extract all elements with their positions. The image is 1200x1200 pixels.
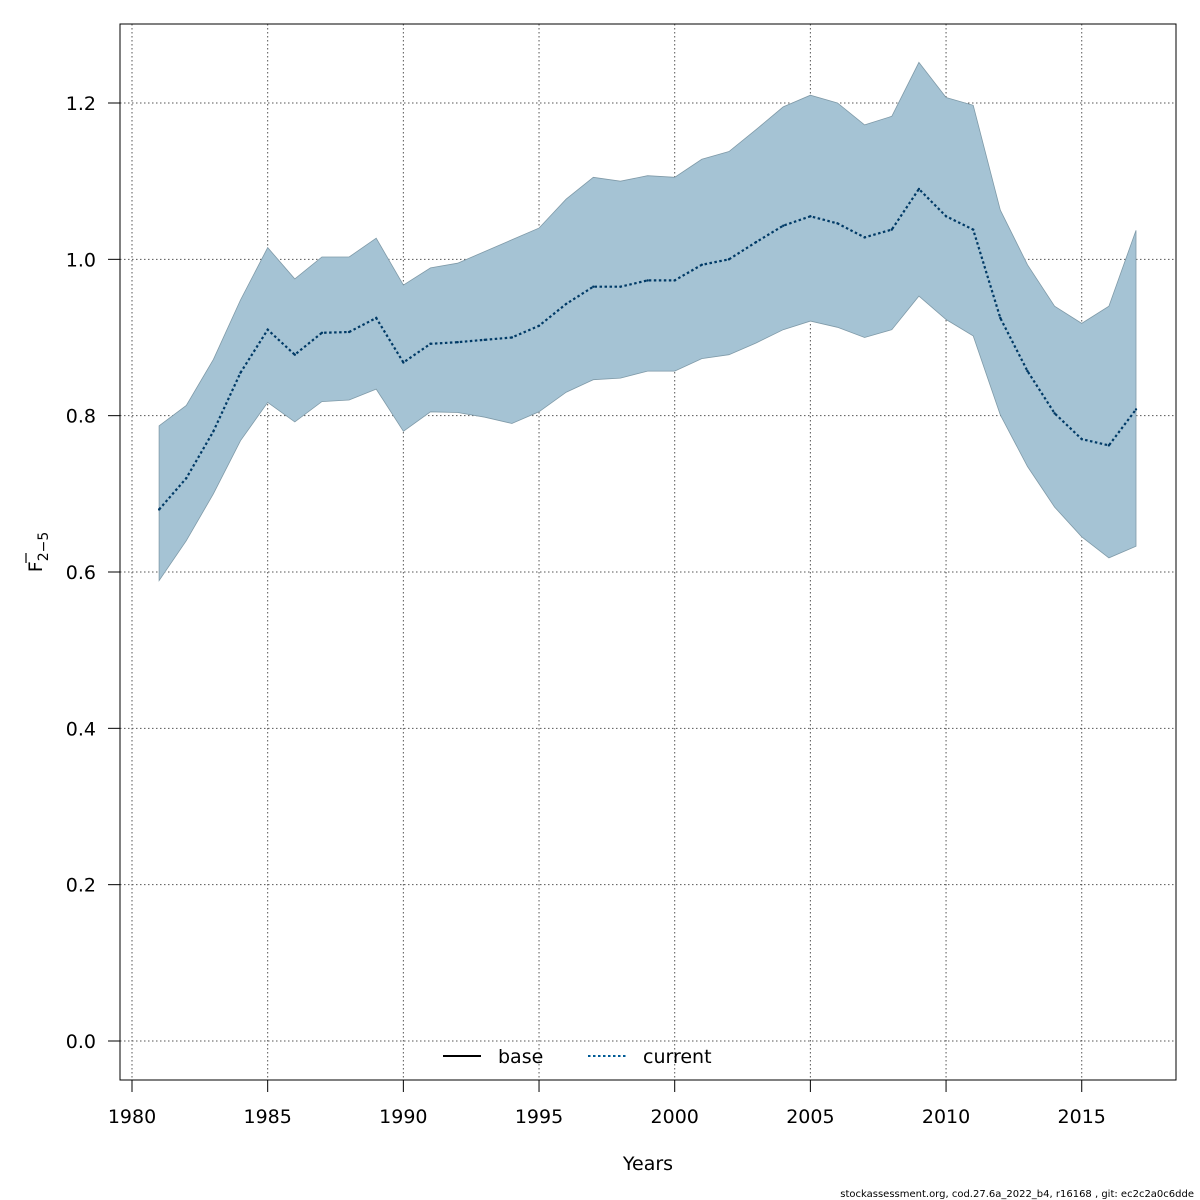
current-point-1983 (212, 430, 215, 433)
y-tick-label: 0.6 (66, 562, 96, 584)
x-axis-title: Years (622, 1153, 673, 1175)
current-point-1989 (375, 316, 378, 320)
legend-current-label: current (643, 1046, 712, 1068)
current-point-2004 (782, 224, 785, 227)
current-point-2003 (754, 240, 758, 244)
current-point-2006 (836, 222, 839, 225)
current-point-2000 (673, 279, 676, 282)
current-point-2009 (917, 187, 921, 191)
current-point-1990 (402, 361, 405, 364)
x-tick-label: 1985 (243, 1106, 291, 1128)
current-point-2007 (863, 236, 866, 239)
current-point-1992 (456, 340, 459, 344)
current-point-1982 (185, 477, 188, 480)
current-point-2011 (971, 228, 975, 231)
y-tick-label: 1.2 (66, 93, 96, 115)
svg-text:F2−5: F2−5 (25, 532, 52, 572)
current-point-1997 (592, 285, 595, 288)
current-point-2017 (1134, 408, 1138, 411)
y-axis-title-subscript: 2−5 (36, 532, 52, 562)
current-point-2002 (727, 258, 731, 261)
x-tick-label: 1995 (515, 1106, 563, 1128)
legend: base current (443, 1046, 712, 1068)
current-point-2015 (1080, 437, 1083, 441)
current-point-1984 (239, 371, 242, 374)
x-tick-label: 1980 (108, 1106, 156, 1128)
current-point-2016 (1107, 444, 1111, 447)
current-point-1987 (320, 331, 324, 335)
x-tick-label: 2010 (922, 1106, 970, 1128)
current-point-1993 (483, 338, 486, 342)
footer-credit: stockassessment.org, cod.27.6a_2022_b4, … (840, 1189, 1194, 1200)
current-point-2014 (1053, 412, 1056, 415)
current-point-2010 (944, 215, 948, 218)
confidence-band (158, 61, 1137, 582)
current-point-2013 (1026, 369, 1029, 373)
y-tick-label: 0.2 (66, 875, 96, 897)
current-series-points (157, 187, 1138, 511)
current-point-1994 (510, 336, 514, 339)
y-tick-label: 0.8 (66, 406, 96, 428)
current-point-2012 (999, 316, 1002, 320)
y-axis-title-symbol: F (25, 561, 47, 572)
current-point-2001 (700, 263, 704, 267)
current-point-2005 (809, 215, 812, 218)
x-axis: 1980 1985 1990 1995 2000 2005 2010 2015 (108, 1079, 1106, 1128)
x-tick-label: 2015 (1058, 1106, 1106, 1128)
legend-base-label: base (498, 1046, 543, 1068)
y-tick-label: 1.0 (66, 249, 96, 271)
y-tick-label: 0.0 (66, 1031, 96, 1053)
current-point-1995 (537, 324, 541, 327)
current-point-1986 (293, 353, 297, 356)
current-point-2008 (890, 228, 893, 231)
current-point-1998 (619, 285, 622, 288)
current-point-1981 (157, 508, 161, 511)
x-tick-label: 2000 (651, 1106, 699, 1128)
current-point-1988 (347, 330, 351, 334)
y-tick-label: 0.4 (66, 718, 96, 740)
current-point-1996 (564, 302, 568, 306)
current-point-1999 (646, 279, 649, 282)
y-axis: 0.0 0.2 0.4 0.6 0.8 1.0 1.2 (66, 93, 121, 1053)
current-point-1991 (429, 342, 432, 345)
x-tick-label: 1990 (379, 1106, 427, 1128)
y-axis-title: F2−5 (25, 532, 52, 572)
current-point-1985 (266, 328, 269, 331)
x-tick-label: 2005 (786, 1106, 834, 1128)
